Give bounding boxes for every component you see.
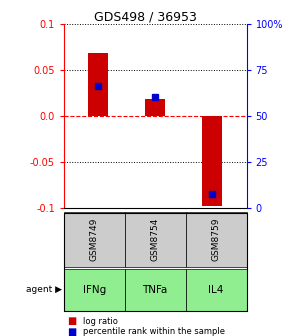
Text: GSM8759: GSM8759 — [211, 218, 221, 261]
Text: log ratio: log ratio — [83, 317, 117, 326]
Text: ■: ■ — [67, 316, 76, 326]
Text: GSM8754: GSM8754 — [151, 218, 160, 261]
Bar — [202, 116, 222, 206]
Text: ■: ■ — [67, 327, 76, 336]
Bar — [145, 99, 165, 116]
Text: TNFa: TNFa — [142, 285, 168, 295]
Text: IL4: IL4 — [208, 285, 224, 295]
Text: GSM8749: GSM8749 — [90, 218, 99, 261]
Text: GDS498 / 36953: GDS498 / 36953 — [94, 10, 196, 23]
Text: agent ▶: agent ▶ — [26, 285, 62, 294]
Text: IFNg: IFNg — [83, 285, 106, 295]
Bar — [88, 53, 108, 116]
Text: percentile rank within the sample: percentile rank within the sample — [83, 328, 225, 336]
